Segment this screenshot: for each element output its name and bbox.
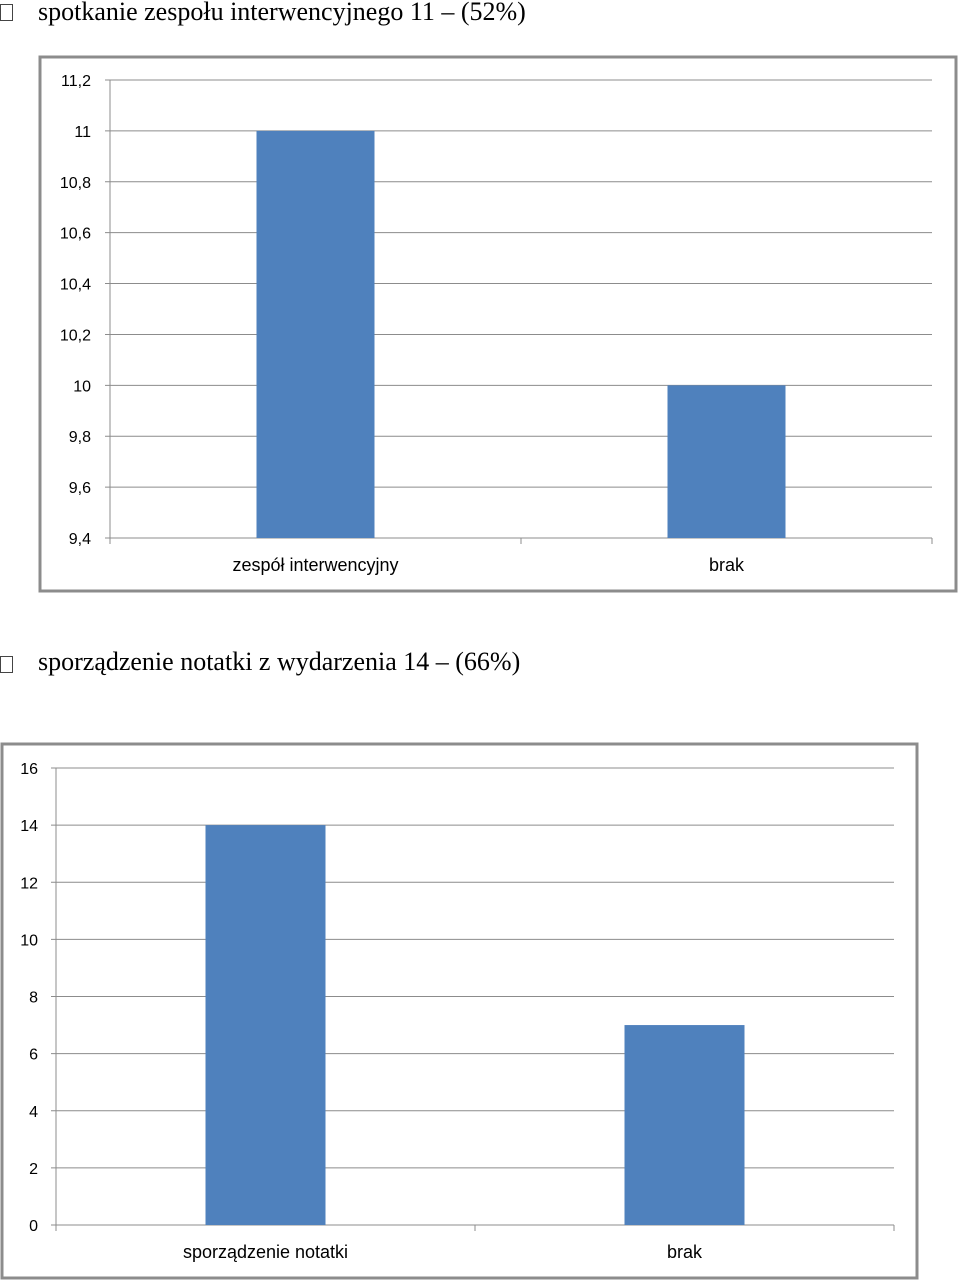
- x-category-label: brak: [709, 555, 745, 575]
- x-category-label: brak: [667, 1242, 703, 1262]
- chart-incident-note: 0 2 4 6 8 10 12 14 16 sporządzenie notatki brak: [0, 742, 919, 1280]
- y-tick-label: 10,8: [60, 175, 91, 192]
- heading-2: sporządzenie notatki z wydarzenia 14 – (…: [0, 646, 960, 678]
- x-category-label: sporządzenie notatki: [183, 1242, 348, 1262]
- y-tick-label: 4: [29, 1104, 38, 1121]
- y-tick-label: 12: [20, 875, 38, 892]
- y-tick-label: 10,4: [60, 277, 91, 294]
- y-tick-label: 9,8: [69, 429, 91, 446]
- y-tick-label: 11: [74, 124, 91, 141]
- y-tick-label: 11,2: [61, 73, 91, 90]
- y-tick-label: 10: [73, 378, 91, 395]
- y-tick-label: 16: [20, 761, 38, 778]
- bar-0: [256, 130, 375, 538]
- chart-team-meeting: 9,4 9,6 9,8 10 10,2 10,4 10,6 10,8 11 11,2 zespół …: [38, 55, 958, 593]
- chart-frame: [38, 55, 958, 593]
- heading-1: spotkanie zespołu interwencyjnego 11 – (…: [0, 0, 960, 28]
- y-tick-label: 0: [29, 1218, 38, 1235]
- y-tick-label: 14: [20, 818, 38, 835]
- y-tick-label: 10,2: [60, 327, 91, 344]
- bullet-icon: [0, 4, 13, 21]
- x-category-label: zespół interwencyjny: [232, 555, 398, 575]
- heading-2-text: sporządzenie notatki z wydarzenia 14 – (…: [38, 647, 521, 676]
- bullet-icon: [0, 656, 13, 673]
- bar-1: [624, 1025, 745, 1225]
- y-tick-label: 2: [29, 1161, 38, 1178]
- y-tick-label: 9,6: [69, 480, 91, 497]
- y-tick-label: 10,6: [60, 226, 91, 243]
- y-tick-label: 9,4: [69, 531, 91, 548]
- y-tick-label: 6: [29, 1047, 38, 1064]
- chart-frame: [0, 742, 919, 1280]
- bar-1: [667, 385, 786, 538]
- y-tick-label: 10: [20, 932, 38, 949]
- heading-1-text: spotkanie zespołu interwencyjnego 11 – (…: [38, 0, 526, 26]
- bar-0: [205, 825, 326, 1225]
- y-tick-label: 8: [29, 990, 38, 1007]
